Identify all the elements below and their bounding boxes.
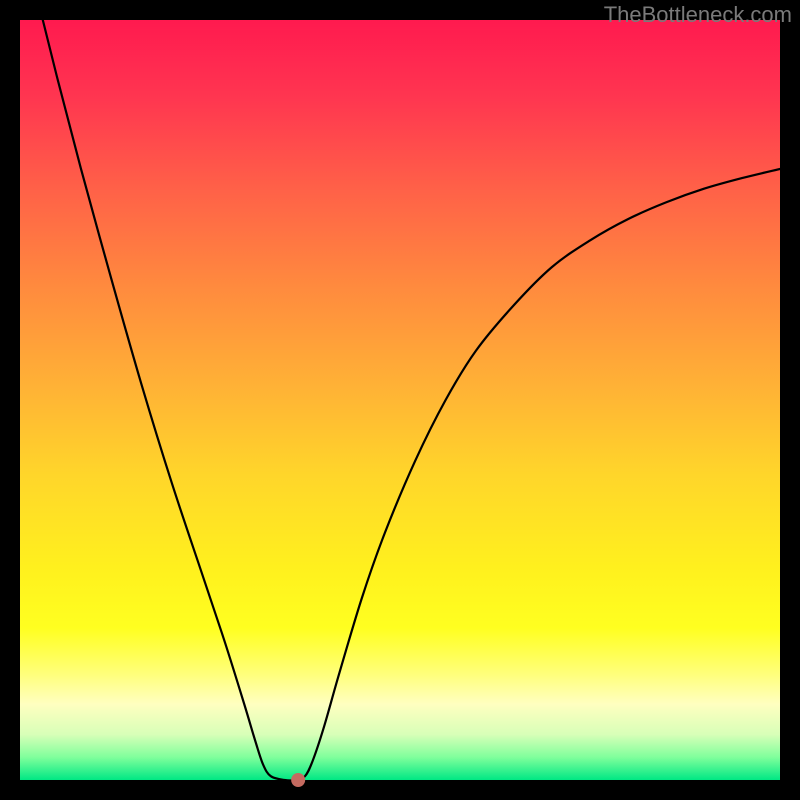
bottleneck-chart [0, 0, 800, 800]
chart-container: TheBottleneck.com [0, 0, 800, 800]
